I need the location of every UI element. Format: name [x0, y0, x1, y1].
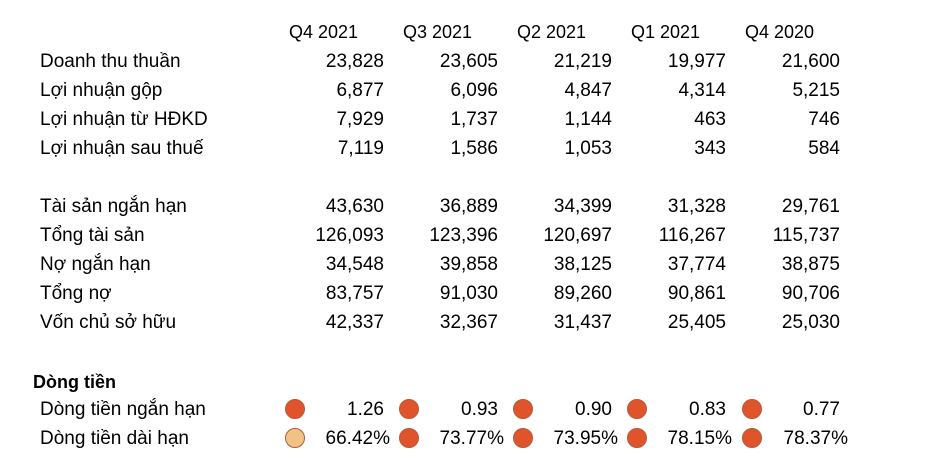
row-label: Dòng tiền dài hạn [40, 428, 189, 449]
cell-value: 78.15% [667, 428, 732, 449]
status-indicator-icon [742, 428, 762, 448]
cell-value: 42,337 [325, 312, 384, 333]
cell-value: 38,875 [781, 254, 840, 275]
cell-value: 1,737 [450, 109, 498, 130]
section-title-cashflow: Dòng tiền [33, 372, 116, 392]
cell-value: 90,861 [667, 283, 726, 304]
cell-value: 4,847 [564, 80, 612, 101]
cell-value: 5,215 [792, 80, 840, 101]
cell-value: 463 [694, 109, 726, 130]
cell-value: 115,737 [772, 225, 840, 246]
cell-value: 78.37% [783, 428, 848, 449]
cell-value: 38,125 [553, 254, 612, 275]
cell-value: 1.26 [347, 399, 384, 420]
row-label: Nợ ngắn hạn [40, 254, 151, 275]
table-row: Tài sản ngắn hạn 43,630 36,889 34,399 31… [0, 192, 949, 221]
cell-value: 66.42% [325, 428, 390, 449]
column-header-q3-2021: Q3 2021 [403, 22, 473, 42]
cell-value: 6,877 [336, 80, 384, 101]
row-label: Doanh thu thuần [40, 51, 181, 72]
cell-value: 23,828 [325, 51, 384, 72]
cell-value: 1,586 [450, 138, 498, 159]
column-header-q1-2021: Q1 2021 [631, 22, 701, 42]
cell-value: 43,630 [325, 196, 384, 217]
table-row: Lợi nhuận sau thuế 7,119 1,586 1,053 343… [0, 134, 949, 163]
cell-value: 1,053 [564, 138, 612, 159]
table-row: Dòng tiền dài hạn 66.42% 73.77% 73.95% 7… [0, 424, 949, 453]
status-indicator-icon [513, 399, 533, 419]
status-indicator-icon [399, 428, 419, 448]
cell-value: 37,774 [667, 254, 726, 275]
cell-value: 36,889 [439, 196, 498, 217]
table-row: Lợi nhuận gộp 6,877 6,096 4,847 4,314 5,… [0, 76, 949, 105]
cell-value: 120,697 [543, 225, 612, 246]
cell-value: 31,437 [553, 312, 612, 333]
status-indicator-icon [399, 399, 419, 419]
cell-value: 89,260 [553, 283, 612, 304]
cell-value: 7,119 [337, 138, 384, 159]
cell-value: 584 [808, 138, 840, 159]
row-label: Dòng tiền ngắn hạn [40, 399, 206, 420]
cell-value: 1,144 [564, 109, 612, 130]
cell-value: 25,030 [781, 312, 840, 333]
column-header-q2-2021: Q2 2021 [517, 22, 587, 42]
cell-value: 6,096 [450, 80, 498, 101]
row-label: Lợi nhuận gộp [40, 80, 163, 101]
cell-value: 126,093 [315, 225, 384, 246]
table-row: Tổng tài sản 126,093 123,396 120,697 116… [0, 221, 949, 250]
status-indicator-icon [513, 428, 533, 448]
row-label: Tài sản ngắn hạn [40, 196, 187, 217]
row-label: Tổng nợ [40, 283, 112, 304]
status-indicator-icon [742, 399, 762, 419]
cell-value: 91,030 [439, 283, 498, 304]
cell-value: 116,267 [658, 225, 726, 246]
cell-value: 19,977 [667, 51, 726, 72]
cell-value: 34,548 [325, 254, 384, 275]
table-row: Tổng nợ 83,757 91,030 89,260 90,861 90,7… [0, 279, 949, 308]
status-indicator-icon [627, 428, 647, 448]
row-label: Lợi nhuận từ HĐKD [40, 109, 208, 130]
cell-value: 7,929 [336, 109, 384, 130]
cell-value: 0.93 [461, 399, 498, 420]
cell-value: 23,605 [439, 51, 498, 72]
cell-value: 0.83 [689, 399, 726, 420]
table-row: Lợi nhuận từ HĐKD 7,929 1,737 1,144 463 … [0, 105, 949, 134]
cell-value: 29,761 [781, 196, 840, 217]
cell-value: 73.95% [553, 428, 618, 449]
cell-value: 34,399 [553, 196, 612, 217]
cell-value: 746 [808, 109, 840, 130]
cell-value: 21,219 [553, 51, 612, 72]
cell-value: 31,328 [667, 196, 726, 217]
cell-value: 39,858 [439, 254, 498, 275]
cell-value: 90,706 [781, 283, 840, 304]
column-header-q4-2021: Q4 2021 [289, 22, 359, 42]
table-row: Dòng tiền ngắn hạn 1.26 0.93 0.90 0.83 0… [0, 395, 949, 424]
cell-value: 73.77% [439, 428, 504, 449]
column-header-q4-2020: Q4 2020 [745, 22, 815, 42]
status-indicator-icon [627, 399, 647, 419]
cell-value: 0.77 [803, 399, 840, 420]
row-label: Vốn chủ sở hữu [40, 312, 177, 333]
cell-value: 0.90 [575, 399, 612, 420]
row-label: Tổng tài sản [40, 225, 145, 246]
cell-value: 83,757 [325, 283, 384, 304]
status-indicator-icon [285, 399, 305, 419]
cell-value: 343 [694, 138, 726, 159]
cell-value: 25,405 [667, 312, 726, 333]
row-label: Lợi nhuận sau thuế [40, 138, 204, 159]
cell-value: 123,396 [429, 225, 498, 246]
table-row: Nợ ngắn hạn 34,548 39,858 38,125 37,774 … [0, 250, 949, 279]
cell-value: 4,314 [678, 80, 726, 101]
cell-value: 21,600 [781, 51, 840, 72]
table-row: Vốn chủ sở hữu 42,337 32,367 31,437 25,4… [0, 308, 949, 337]
status-indicator-icon [285, 428, 305, 448]
table-row: Doanh thu thuần 23,828 23,605 21,219 19,… [0, 47, 949, 76]
cell-value: 32,367 [439, 312, 498, 333]
